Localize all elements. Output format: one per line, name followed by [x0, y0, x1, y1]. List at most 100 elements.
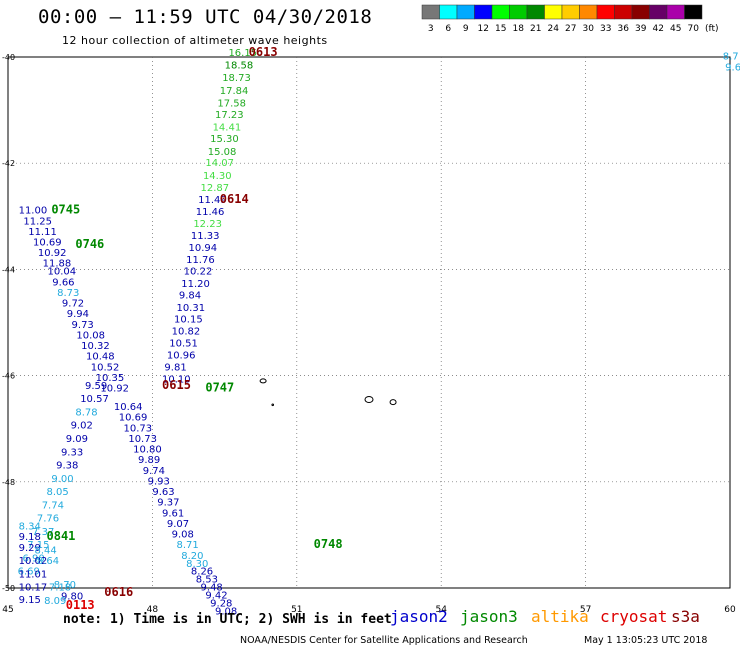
legend-label: 30: [583, 24, 595, 34]
swh-value: 9.09: [66, 434, 88, 445]
lat-tick-label: -44: [2, 265, 15, 274]
swh-value: 9.6: [725, 62, 740, 73]
footer-credit: NOAA/NESDIS Center for Satellite Applica…: [240, 635, 528, 646]
swh-value: 10.57: [80, 394, 109, 405]
swh-value: 10.96: [167, 351, 196, 362]
legend-label: 3: [428, 24, 434, 34]
swh-value: 10.82: [172, 327, 201, 338]
satellite-s3a: s3a: [671, 607, 700, 626]
island-outline: [259, 378, 267, 384]
swh-value: 11.88: [43, 259, 72, 270]
swh-value: 9.61: [162, 508, 184, 519]
lon-tick-label: 45: [2, 605, 13, 615]
swh-value: 10.69: [119, 413, 148, 424]
swh-value: 8.09: [44, 596, 66, 607]
swh-value: 11.33: [191, 231, 220, 242]
swh-value: 10.17: [19, 583, 48, 594]
swh-value: 9.80: [61, 592, 83, 603]
legend-label: 39: [635, 24, 647, 34]
pass-time-label: 0613: [249, 45, 278, 59]
swh-value: 11.11: [28, 227, 57, 238]
swh-value: 9.94: [67, 309, 89, 320]
swh-value: 10.69: [33, 238, 62, 249]
page-subtitle: 12 hour collection of altimeter wave hei…: [62, 34, 328, 47]
swh-value: 10.08: [76, 330, 105, 341]
swh-value: 10.15: [174, 315, 203, 326]
swh-value: 14.41: [213, 122, 242, 133]
swh-value: 8.20: [181, 551, 203, 562]
lat-tick-label: -50: [2, 584, 15, 593]
swh-value: 11.49: [198, 195, 227, 206]
legend-label: 24: [548, 24, 560, 34]
swh-value: 9.29: [19, 543, 41, 554]
swh-value: 9.38: [56, 461, 78, 472]
page-title: 00:00 – 11:59 UTC 04/30/2018: [38, 6, 373, 28]
swh-value: 9.15: [19, 595, 41, 606]
swh-value: 18.73: [222, 73, 251, 84]
swh-value: 8.78: [75, 407, 97, 418]
lon-tick-label: 48: [147, 605, 159, 615]
swh-value: 10.80: [133, 445, 162, 456]
swh-value: 10.22: [184, 267, 213, 278]
legend-label: 27: [565, 24, 576, 34]
swh-value: 7.37: [32, 527, 54, 538]
pass-time-label: 0614: [220, 192, 249, 206]
swh-value: 9.08: [172, 530, 194, 541]
swh-value: 9.18: [19, 532, 41, 543]
swh-value: 8.34: [19, 522, 41, 533]
swh-value: 9.33: [61, 447, 83, 458]
swh-value: 8.7: [723, 52, 739, 63]
island-outline: [271, 403, 275, 407]
swh-value: 11.01: [19, 569, 48, 580]
swh-value: 11.76: [186, 255, 215, 266]
swh-value: 9.93: [148, 476, 170, 487]
legend-swatch: [684, 4, 703, 20]
pass-time-label: 0615: [162, 378, 191, 392]
swh-value: 11.20: [181, 279, 210, 290]
swh-value: 17.58: [217, 98, 246, 109]
swh-value: 17.84: [220, 86, 249, 97]
swh-value: 10.48: [86, 352, 115, 363]
lat-tick-label: -48: [2, 478, 15, 487]
swh-value: 16.15: [228, 48, 257, 59]
pass-time-label: 0748: [314, 537, 343, 551]
legend-label: 9: [463, 24, 469, 34]
swh-value: 10.02: [19, 556, 48, 567]
legend-label: 42: [653, 24, 664, 34]
lat-tick-label: -40: [2, 53, 15, 62]
satellite-cryosat: cryosat: [600, 607, 668, 626]
swh-value: 15.30: [210, 134, 239, 145]
legend-label: 36: [618, 24, 630, 34]
legend-label: 45: [670, 24, 681, 34]
swh-value: 6.69: [18, 567, 40, 578]
legend-label: 12: [478, 24, 489, 34]
swh-value: 9.02: [71, 421, 93, 432]
lon-tick-label: 54: [435, 605, 447, 615]
swh-value: 9.59: [85, 381, 107, 392]
swh-value: 10.73: [124, 423, 153, 434]
swh-value: 10.31: [176, 303, 205, 314]
swh-value: 6.90: [22, 553, 44, 564]
swh-value: 8.73: [57, 288, 79, 299]
legend-label: 15: [495, 24, 506, 34]
pass-time-label: 0745: [51, 203, 80, 217]
swh-value: 8.70: [54, 580, 76, 591]
swh-value: 14.07: [205, 158, 234, 169]
swh-value: 10.94: [189, 243, 218, 254]
swh-value: 14.30: [203, 171, 232, 182]
swh-value: 9.08: [215, 607, 237, 618]
lat-tick-label: -42: [2, 159, 15, 168]
swh-value: 11.00: [19, 206, 48, 217]
swh-value: 9.73: [72, 320, 94, 331]
swh-value: 8.30: [186, 559, 208, 570]
lon-tick-label: 57: [580, 605, 591, 615]
swh-value: 9.42: [205, 591, 227, 602]
satellite-jason2: jason2: [390, 607, 448, 626]
swh-value: 8.53: [196, 575, 218, 586]
swh-value: 8.05: [47, 487, 69, 498]
swh-value: 10.51: [169, 338, 198, 349]
swh-value: 9.07: [167, 519, 189, 530]
swh-value: 7.76: [37, 514, 59, 525]
